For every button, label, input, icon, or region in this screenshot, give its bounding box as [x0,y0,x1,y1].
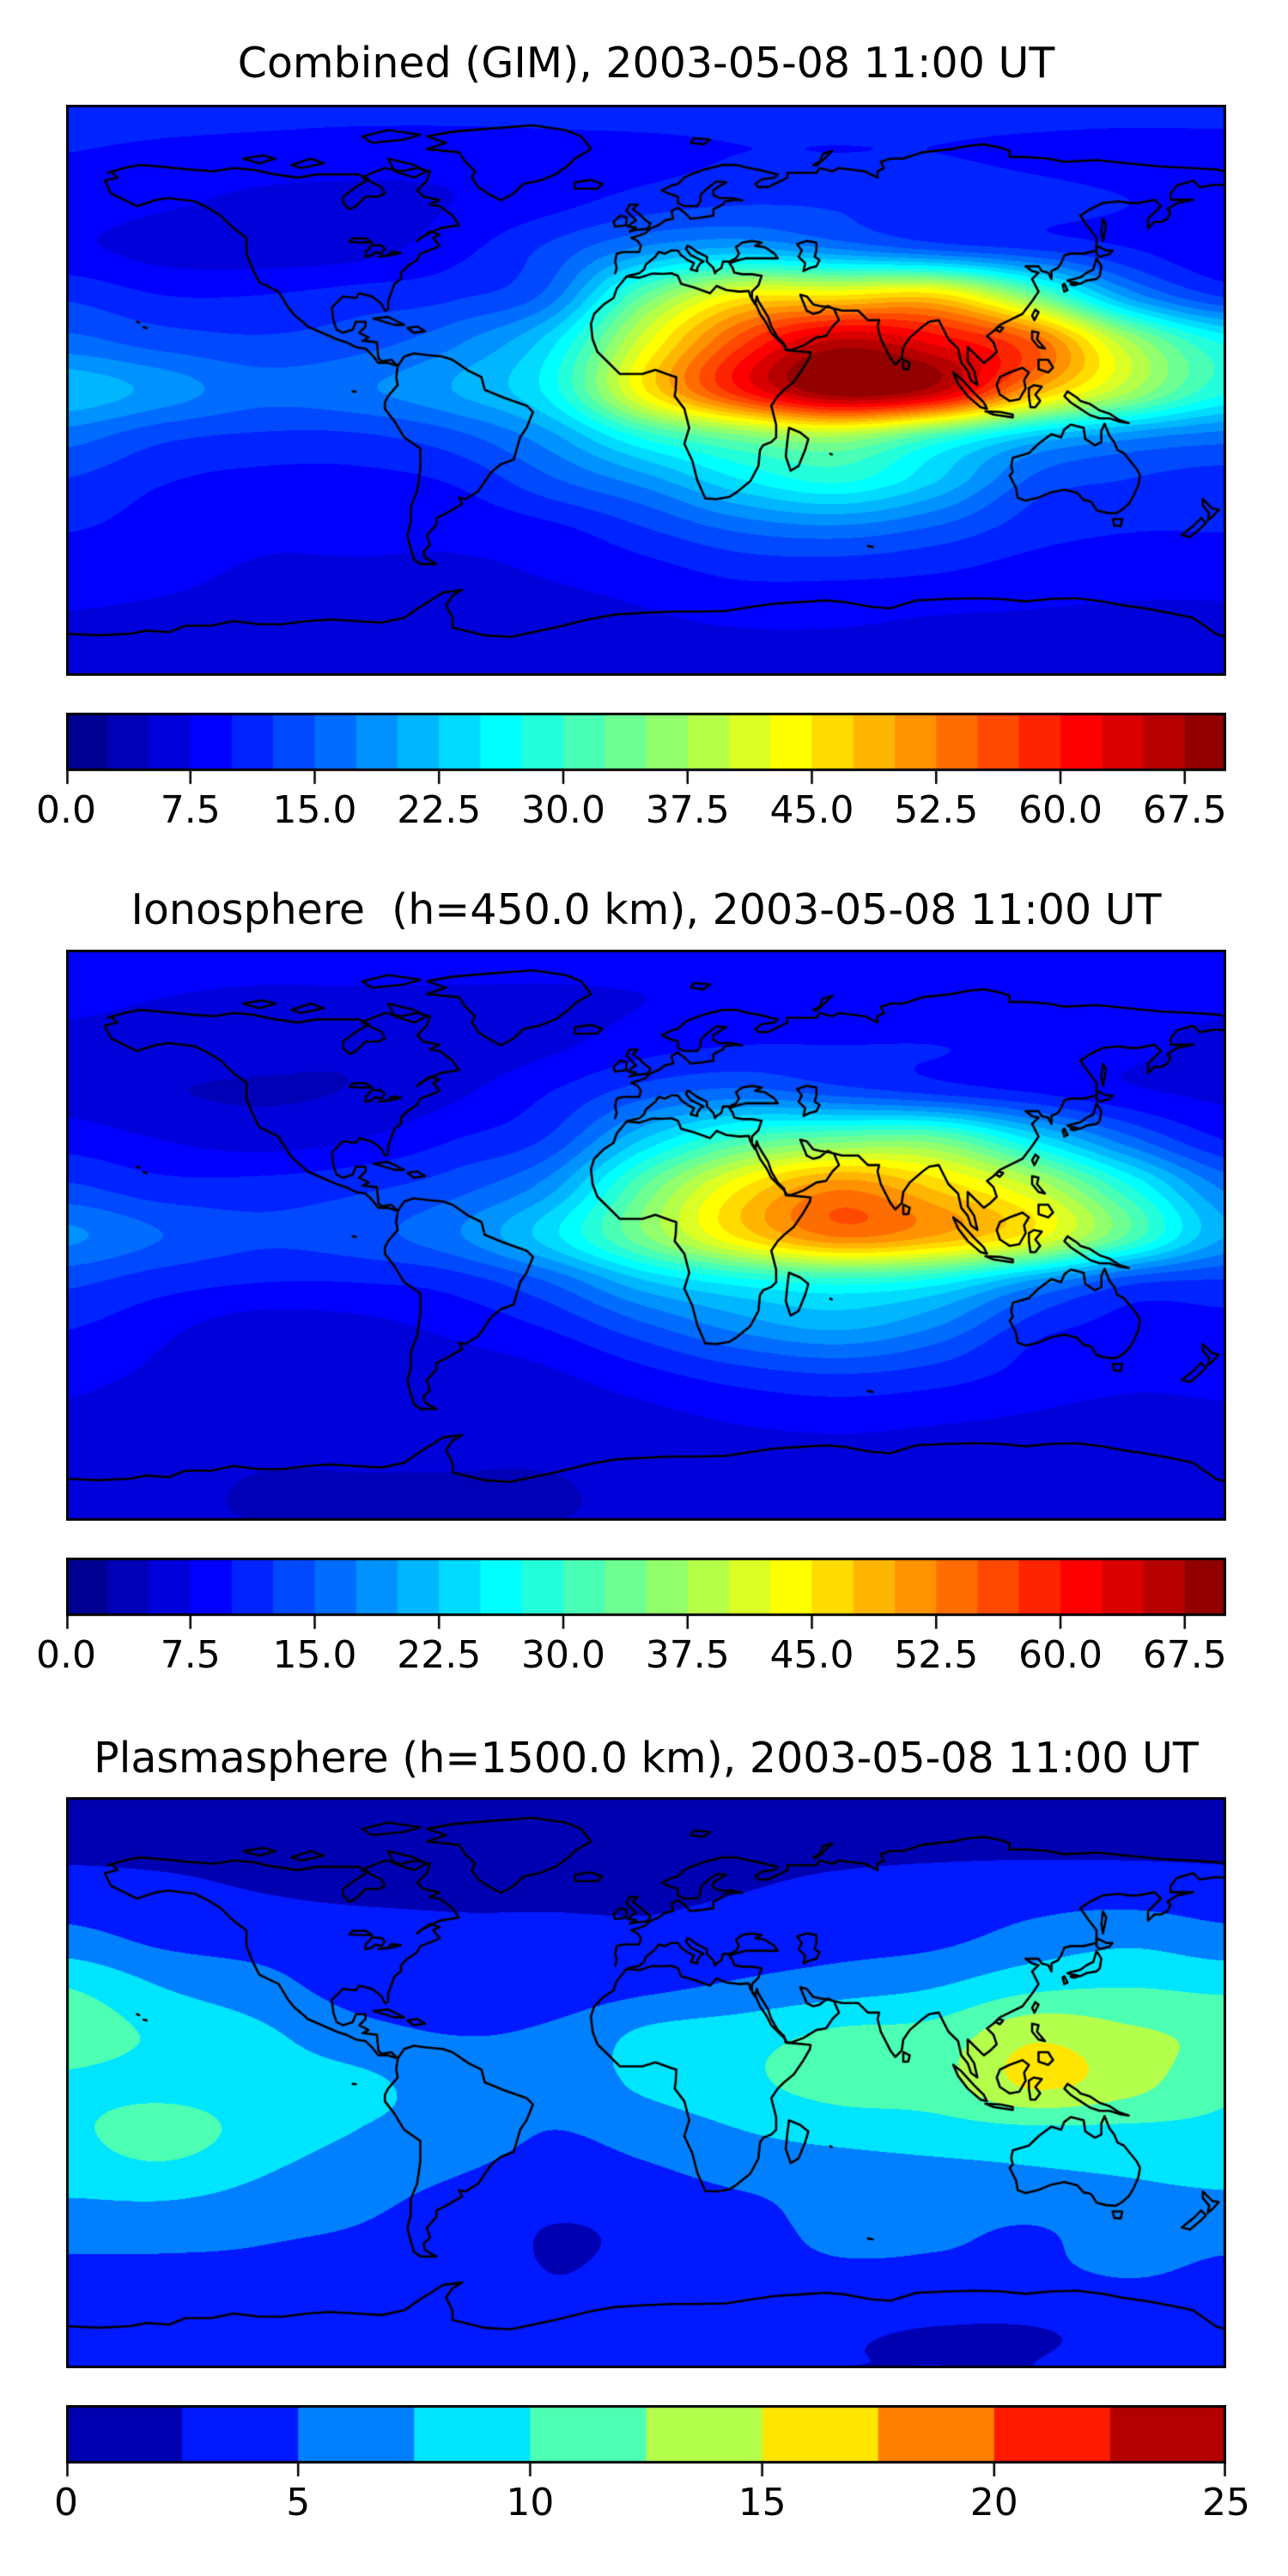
colorbar-tick-label: 7.5 [160,1633,221,1677]
colorbar-tick-label: 10 [506,2481,555,2524]
map-combined-gim [66,105,1226,676]
colorbar-combined [66,713,1226,786]
chart-title-combined: Combined (GIM), 2003-05-08 11:00 UT [237,39,1055,88]
colorbar-tick-label: 52.5 [894,1633,979,1677]
colorbar-tick-label: 15.0 [272,788,357,832]
colorbar-tick-label: 20 [969,2481,1018,2524]
colorbar-tick-label: 22.5 [397,1633,482,1677]
colorbar-tick-label: 15 [738,2481,787,2524]
colorbar-tick-labels-combined: 0.0 7.5 15.0 22.5 30.0 37.5 45.0 52.5 60.0 67.5 [36,788,1227,835]
colorbar-tick-label: 45.0 [769,1633,854,1677]
colorbar-plasmasphere [66,2405,1226,2478]
colorbar-tick-label: 22.5 [397,788,482,832]
map-ionosphere [66,950,1226,1521]
colorbar-tick-label: 0.0 [36,1633,96,1677]
colorbar-tick-label: 67.5 [1142,1633,1227,1677]
map-plasmasphere [66,1797,1226,2368]
colorbar-tick-label: 60.0 [1018,788,1103,832]
colorbar-ionosphere [66,1558,1226,1631]
colorbar-tick-label: 30.0 [521,788,605,832]
colorbar-tick-labels-plasmasphere: 0 5 10 15 20 25 [54,2481,1250,2527]
colorbar-tick-label: 52.5 [894,788,979,832]
colorbar-tick-label: 0 [54,2481,78,2524]
colorbar-tick-label: 0.0 [36,788,96,832]
colorbar-tick-label: 5 [286,2481,311,2524]
chart-title-plasmasphere: Plasmasphere (h=1500.0 km), 2003-05-08 1… [94,1734,1199,1783]
colorbar-tick-label: 60.0 [1018,1633,1103,1677]
colorbar-tick-label: 15.0 [272,1633,357,1677]
colorbar-tick-label: 37.5 [645,788,730,832]
colorbar-tick-labels-ionosphere: 0.0 7.5 15.0 22.5 30.0 37.5 45.0 52.5 60.0 67.5 [36,1633,1227,1680]
colorbar-tick-label: 30.0 [521,1633,605,1677]
colorbar-tick-label: 7.5 [160,788,221,832]
colorbar-tick-label: 37.5 [645,1633,730,1677]
chart-title-ionosphere: Ionosphere (h=450.0 km), 2003-05-08 11:0… [131,885,1162,934]
colorbar-tick-label: 67.5 [1142,788,1227,832]
colorbar-tick-label: 45.0 [769,788,854,832]
colorbar-tick-label: 25 [1202,2481,1250,2524]
